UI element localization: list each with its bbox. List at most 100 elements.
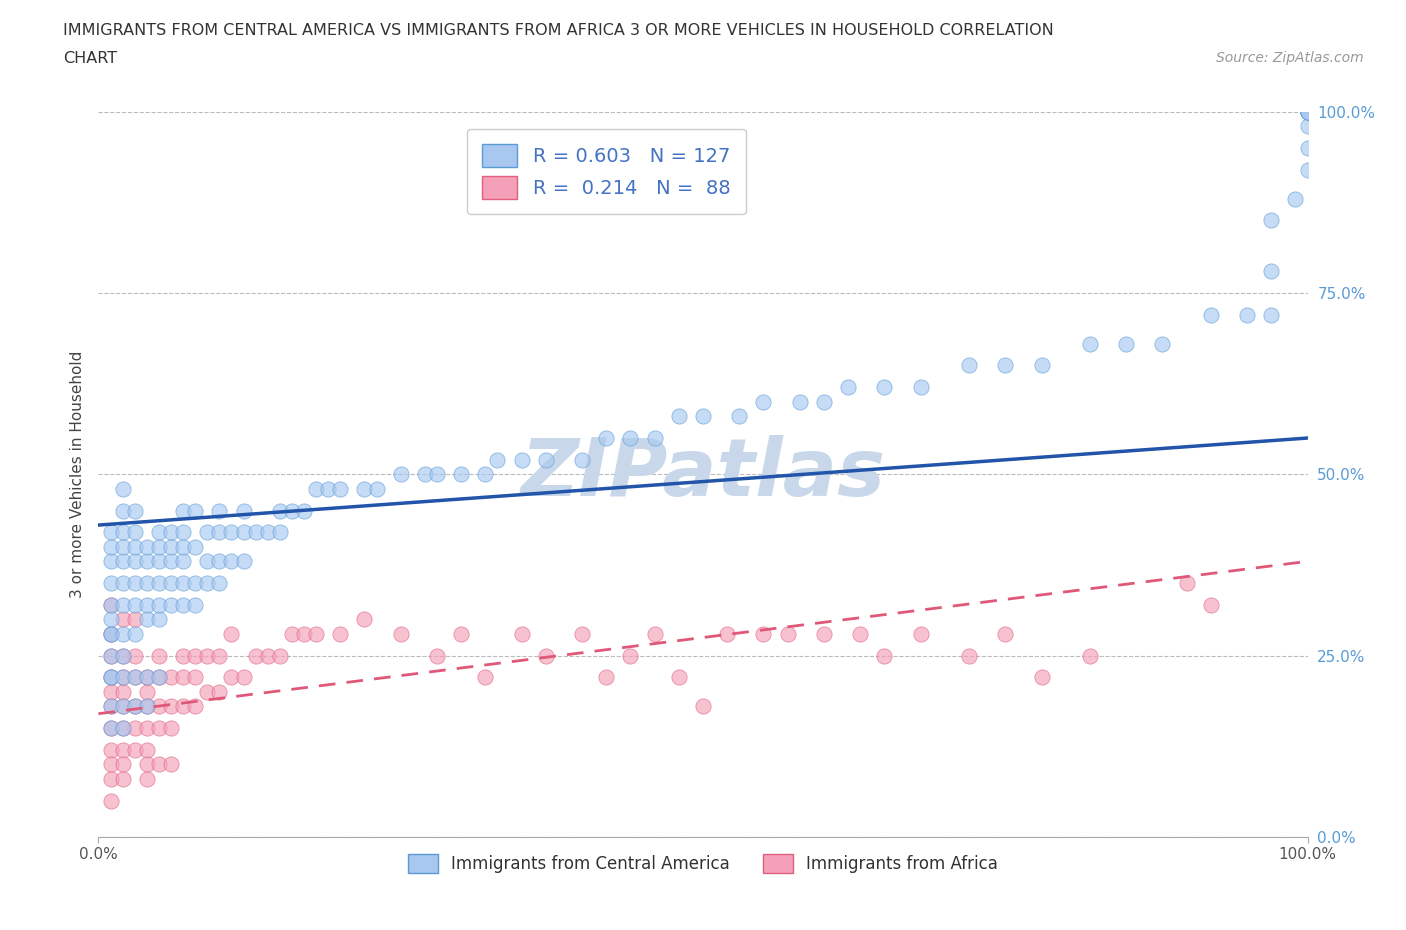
Point: [111, 482, 134, 497]
Point: [100, 742, 122, 757]
Point: [1260, 264, 1282, 279]
Point: [1078, 337, 1101, 352]
Point: [450, 627, 472, 642]
Point: [148, 699, 170, 714]
Point: [124, 699, 146, 714]
Point: [1236, 307, 1258, 322]
Point: [1296, 119, 1319, 134]
Point: [728, 409, 751, 424]
Point: [1031, 670, 1053, 684]
Point: [135, 670, 157, 684]
Point: [148, 525, 170, 539]
Point: [426, 467, 449, 482]
Point: [124, 554, 146, 569]
Point: [281, 503, 304, 518]
Point: [111, 576, 134, 591]
Point: [195, 576, 218, 591]
Point: [1152, 337, 1174, 352]
Point: [184, 576, 207, 591]
Point: [135, 721, 157, 736]
Point: [184, 539, 207, 554]
Point: [124, 597, 146, 612]
Point: [813, 627, 835, 642]
Point: [100, 670, 122, 684]
Point: [135, 699, 157, 714]
Point: [571, 452, 593, 467]
Point: [172, 525, 194, 539]
Point: [1296, 104, 1319, 119]
Point: [1115, 337, 1137, 352]
Point: [100, 597, 122, 612]
Point: [172, 699, 194, 714]
Point: [135, 539, 157, 554]
Point: [692, 409, 714, 424]
Point: [269, 648, 291, 663]
Point: [184, 503, 207, 518]
Point: [111, 554, 134, 569]
Point: [595, 431, 617, 445]
Point: [124, 648, 146, 663]
Point: [160, 539, 183, 554]
Point: [208, 554, 231, 569]
Text: CHART: CHART: [63, 51, 117, 66]
Point: [111, 670, 134, 684]
Point: [413, 467, 436, 482]
Point: [245, 648, 267, 663]
Point: [148, 597, 170, 612]
Point: [100, 721, 122, 736]
Point: [100, 612, 122, 627]
Point: [100, 627, 122, 642]
Point: [160, 576, 183, 591]
Point: [100, 597, 122, 612]
Point: [619, 648, 641, 663]
Point: [534, 452, 557, 467]
Point: [148, 670, 170, 684]
Point: [1296, 104, 1319, 119]
Point: [389, 627, 412, 642]
Point: [353, 482, 375, 497]
Point: [208, 525, 231, 539]
Point: [172, 503, 194, 518]
Point: [256, 648, 278, 663]
Point: [124, 670, 146, 684]
Point: [111, 648, 134, 663]
Point: [100, 670, 122, 684]
Point: [172, 597, 194, 612]
Point: [994, 627, 1017, 642]
Point: [111, 757, 134, 772]
Point: [100, 648, 122, 663]
Point: [172, 539, 194, 554]
Point: [111, 648, 134, 663]
Point: [1296, 104, 1319, 119]
Point: [184, 648, 207, 663]
Point: [910, 379, 932, 394]
Point: [486, 452, 509, 467]
Point: [195, 648, 218, 663]
Point: [111, 539, 134, 554]
Point: [172, 648, 194, 663]
Point: [111, 503, 134, 518]
Point: [221, 525, 243, 539]
Point: [813, 394, 835, 409]
Point: [281, 627, 304, 642]
Point: [1175, 576, 1198, 591]
Point: [353, 612, 375, 627]
Point: [837, 379, 859, 394]
Point: [221, 554, 243, 569]
Point: [752, 394, 775, 409]
Point: [111, 525, 134, 539]
Text: Source: ZipAtlas.com: Source: ZipAtlas.com: [1216, 51, 1364, 65]
Point: [111, 612, 134, 627]
Point: [232, 554, 254, 569]
Point: [1260, 307, 1282, 322]
Point: [195, 525, 218, 539]
Point: [135, 554, 157, 569]
Point: [232, 525, 254, 539]
Point: [100, 757, 122, 772]
Point: [160, 721, 183, 736]
Point: [172, 576, 194, 591]
Point: [957, 358, 980, 373]
Point: [752, 627, 775, 642]
Point: [100, 699, 122, 714]
Point: [124, 721, 146, 736]
